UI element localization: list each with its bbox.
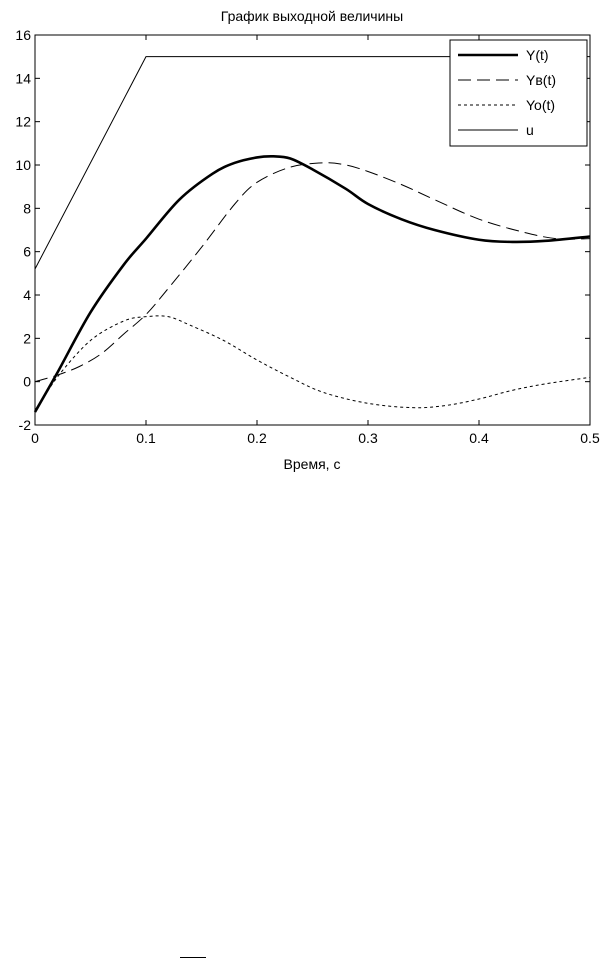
line-chart: График выходной величины 0 0.1 0.2 0.3 0.4 0.… (15, 8, 600, 472)
y-tick-label: 16 (15, 27, 31, 43)
y-tick-label: 14 (15, 70, 31, 86)
x-tick-label: 0.2 (247, 430, 267, 446)
series-line-4 (34, 56, 590, 270)
y-tick-label: 12 (15, 114, 31, 130)
x-tick-label: 0.3 (358, 430, 378, 446)
y-tick-label: 10 (15, 157, 31, 173)
y-tick-label: 0 (23, 374, 31, 390)
series-line-3 (34, 315, 591, 413)
legend-box (449, 39, 588, 147)
legend-label: Yв(t) (526, 72, 556, 88)
chart-title: График выходной величины (221, 8, 403, 24)
x-tick-label: 0 (31, 430, 39, 446)
y-tick-label: 4 (23, 287, 31, 303)
x-axis-label: Время, с (284, 456, 341, 472)
x-tick-label: 0.1 (136, 430, 156, 446)
series-line-1 (33, 154, 591, 413)
y-tick-label: 6 (23, 244, 31, 260)
legend-label: Yo(t) (526, 97, 555, 113)
y-tick-label: 8 (23, 200, 31, 216)
x-tick-label: 0.5 (580, 430, 600, 446)
legend-label: u (526, 122, 534, 138)
y-tick-label: -2 (19, 417, 32, 433)
x-tick-label: 0.4 (469, 430, 489, 446)
bottom-rule (180, 957, 206, 958)
y-tick-label: 2 (23, 330, 31, 346)
legend-label: Y(t) (526, 47, 549, 63)
series-line-2 (34, 162, 591, 383)
